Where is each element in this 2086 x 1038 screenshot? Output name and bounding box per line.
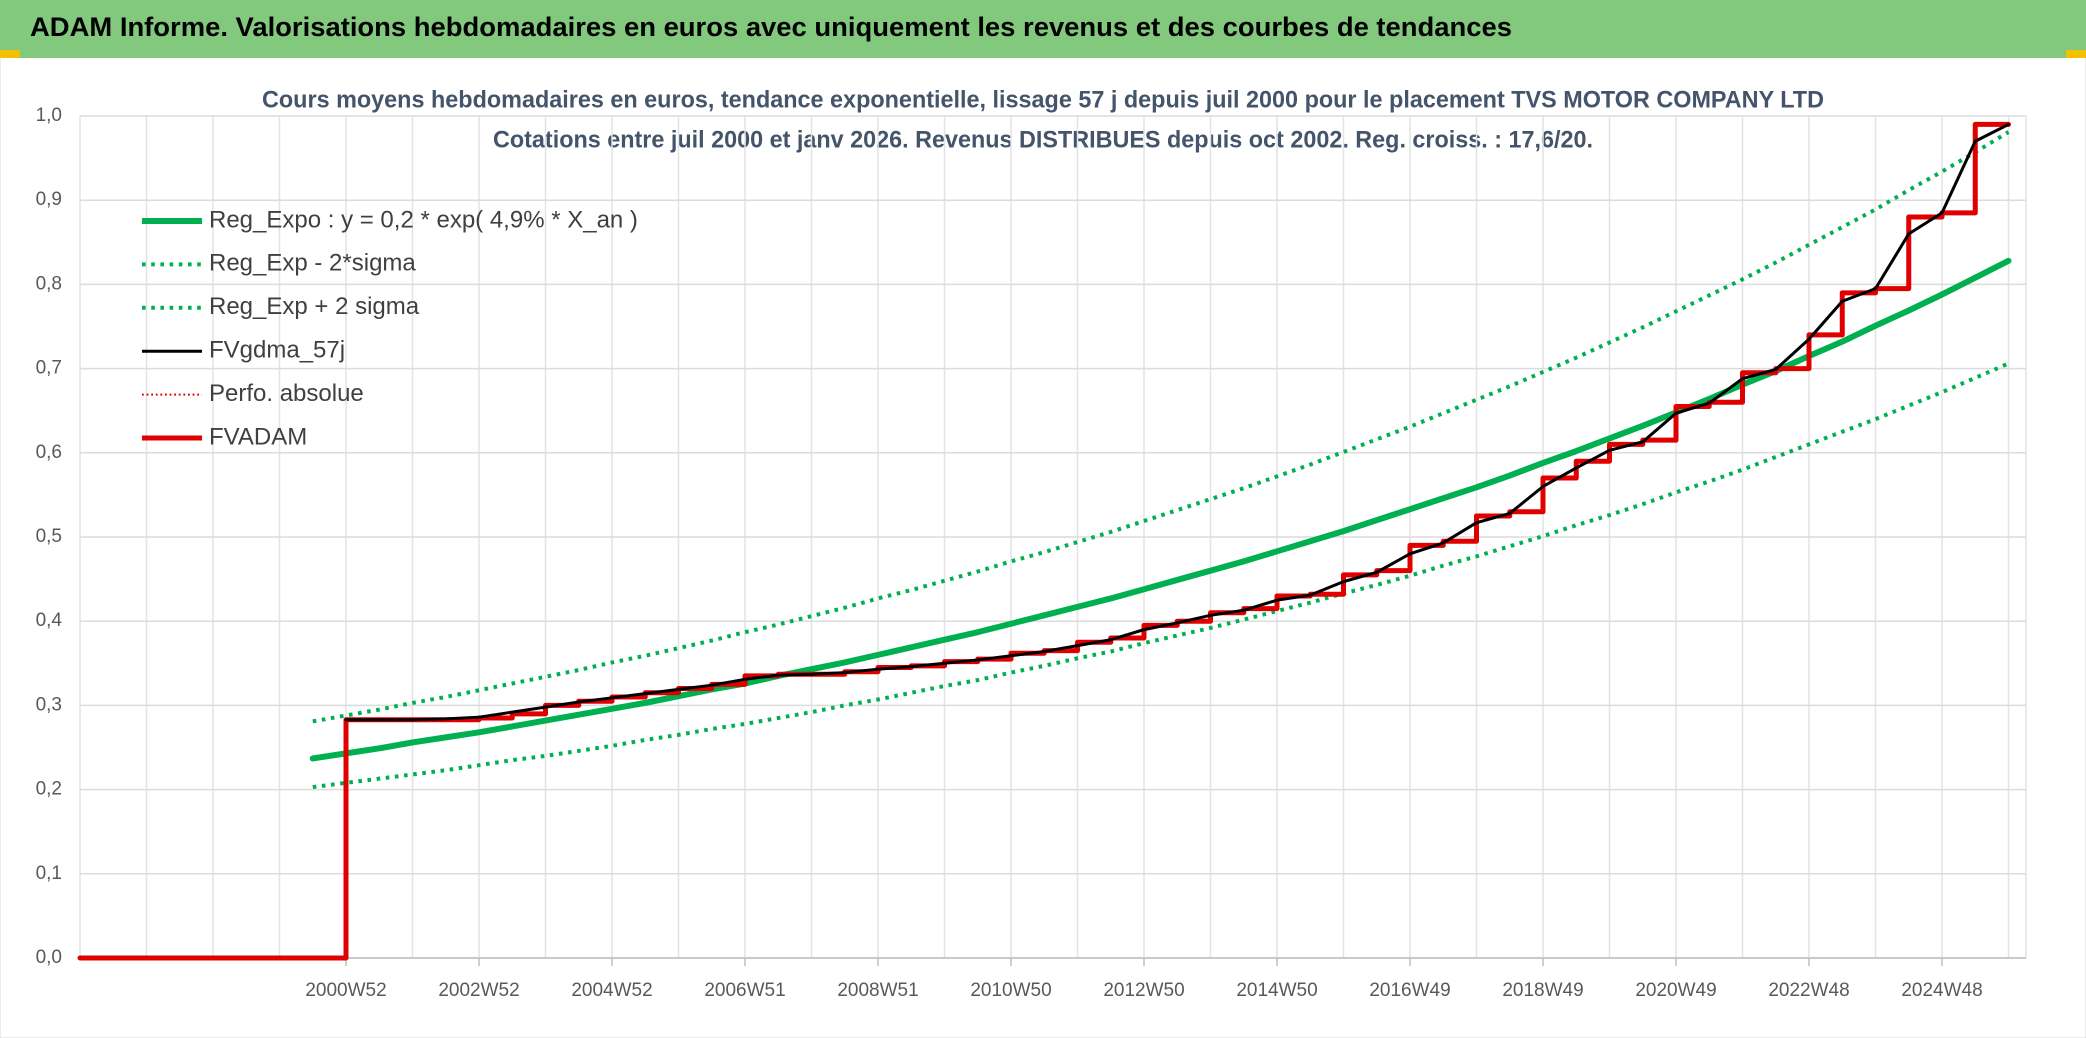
series-line [312, 361, 2010, 790]
legend-label: Reg_Exp + 2 sigma [209, 293, 420, 320]
legend-label: Reg_Expo : y = 0,2 * exp( 4,9% * X_an ) [209, 206, 638, 233]
legend-label: FVgdma_57j [209, 337, 345, 364]
header-bar [0, 0, 2086, 58]
header-title: ADAM Informe. Valorisations hebdomadaire… [30, 12, 1512, 42]
grid [79, 115, 2027, 966]
x-tick-label: 2012W50 [1103, 980, 1184, 1001]
chart-title: Cours moyens hebdomadaires en euros, ten… [262, 86, 1824, 113]
x-tick-label: 2022W48 [1768, 980, 1849, 1001]
legend-label: FVADAM [209, 423, 307, 450]
corner [0, 50, 20, 58]
corner [2066, 50, 2086, 58]
y-tick-label: 0,8 [36, 273, 62, 294]
x-tick-label: 2008W51 [837, 980, 918, 1001]
x-tick-label: 2002W52 [438, 980, 519, 1001]
x-tick-label: 2006W51 [704, 980, 785, 1001]
x-tick-label: 2018W49 [1502, 980, 1583, 1001]
y-tick-label: 0,3 [36, 694, 62, 715]
x-tick-label: 2004W52 [571, 980, 652, 1001]
y-tick-label: 0,5 [36, 526, 62, 547]
y-tick-label: 0,0 [36, 947, 62, 968]
x-tick-label: 2010W50 [970, 980, 1051, 1001]
x-tick-label: 2016W49 [1369, 980, 1450, 1001]
y-tick-label: 0,7 [36, 358, 62, 379]
y-tick-label: 0,2 [36, 779, 62, 800]
series-line [344, 122, 2010, 722]
chart-subtitle: Cotations entre juil 2000 et janv 2026. … [493, 126, 1593, 153]
x-tick-label: 2020W49 [1635, 980, 1716, 1001]
y-tick-label: 1,0 [36, 105, 62, 126]
x-tick-label: 2000W52 [305, 980, 386, 1001]
x-tick-label: 2014W50 [1236, 980, 1317, 1001]
y-tick-label: 0,4 [36, 610, 63, 631]
x-tick-label: 2024W48 [1901, 980, 1982, 1001]
y-tick-label: 0,9 [36, 189, 62, 210]
series-line [312, 130, 2010, 724]
y-tick-label: 0,6 [36, 442, 62, 463]
y-tick-label: 0,1 [36, 863, 62, 884]
legend-label: Perfo. absolue [209, 380, 364, 407]
legend-label: Reg_Exp - 2*sigma [209, 250, 416, 277]
